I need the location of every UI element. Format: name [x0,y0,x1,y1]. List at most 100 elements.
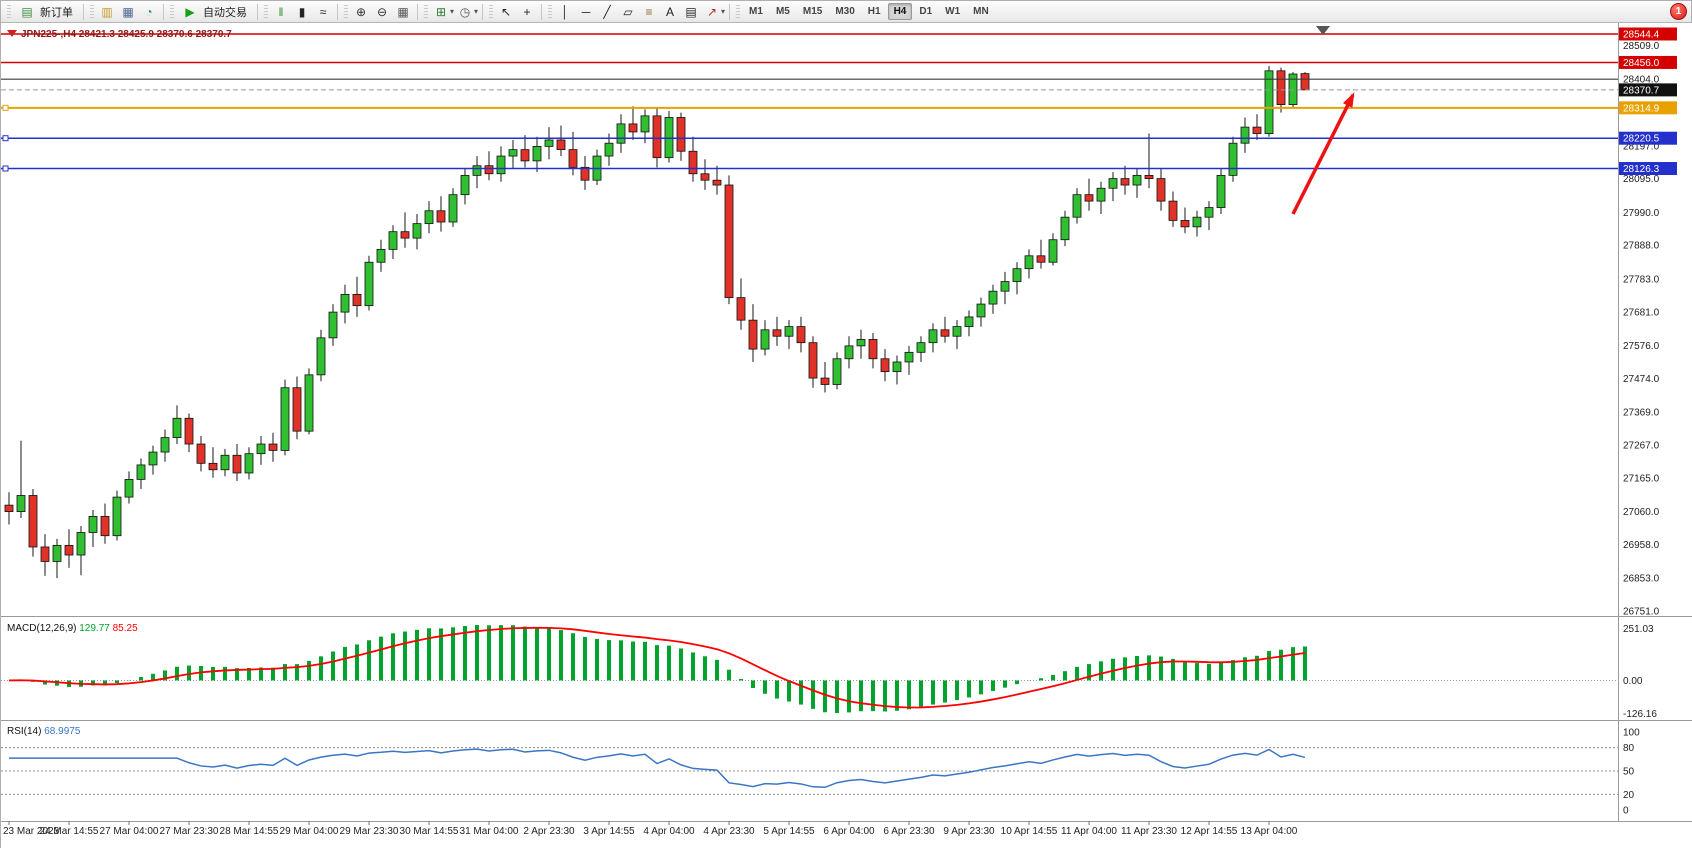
svg-text:27888.0: 27888.0 [1623,241,1660,252]
svg-text:27060.0: 27060.0 [1623,507,1660,518]
chart-info-line: JPN225-,H4 28421.3 28425.9 28370.6 28370… [7,26,1330,40]
rsi-label: RSI(14) 68.9975 [7,726,81,737]
svg-text:29 Mar 23:30: 29 Mar 23:30 [340,826,399,837]
bar-chart-icon[interactable]: ‖ [278,4,284,19]
timeframe-m1-button[interactable]: M1 [749,6,763,17]
vertical-line-icon[interactable]: │ [561,4,569,19]
svg-text:27 Mar 04:00: 27 Mar 04:00 [100,826,159,837]
timeframe-m30-button[interactable]: M30 [835,6,855,17]
toolbar-grip [736,4,741,19]
svg-text:28456.0: 28456.0 [1623,58,1660,69]
line-chart-icon[interactable]: ≈ [319,4,327,19]
svg-text:12 Apr 14:55: 12 Apr 14:55 [1181,826,1238,837]
svg-text:100: 100 [1623,728,1640,739]
price-axis[interactable]: 28509.0 28404.0 28197.0 28095.0 27990.0 27888… [1619,27,1677,618]
svg-text:11 Apr 23:30: 11 Apr 23:30 [1121,826,1177,837]
macd-panel: MACD(12,26,9) 129.77 85.25 [1,623,1618,713]
tile-windows-icon[interactable]: ▦ [397,4,409,19]
svg-text:27783.0: 27783.0 [1623,274,1660,285]
macd-axis[interactable]: 251.03 0.00 -126.16 [1623,624,1657,720]
label-icon[interactable]: ▤ [685,4,697,19]
toolbar-grip [7,4,11,19]
toolbar: ▤ 新订单 ▥ ▦ ◔ ▶ 自动交易 ‖ ▮ ≈ ⊕ ⊖ ▦ ⊞ ▾ ◷ ▾ ↖ + │ ─ ╱ ▱ ≡ A ▤ ↗ ▾ M1 M5 M15… [1,1,1691,23]
svg-text:13 Apr 04:00: 13 Apr 04:00 [1241,826,1298,837]
svg-text:20: 20 [1623,790,1635,801]
timeframe-d1-button[interactable]: D1 [919,6,933,17]
timeframe-m5-button[interactable]: M5 [775,6,790,17]
timeframe-h1-button[interactable]: H1 [867,6,881,17]
svg-text:0.00: 0.00 [1623,676,1643,687]
chart-canvas[interactable]: 28509.0 28404.0 28197.0 28095.0 27990.0 27888… [1,23,1692,849]
svg-text:28404.0: 28404.0 [1623,75,1660,86]
chart-shift-marker [1316,26,1330,35]
equidistant-channel-icon[interactable]: ▱ [623,4,633,19]
toolbar-separator [482,3,484,20]
chart-window[interactable]: 28509.0 28404.0 28197.0 28095.0 27990.0 27888… [1,23,1692,849]
fibonacci-icon[interactable]: ≡ [645,4,653,19]
toolbar-grip [548,4,553,19]
svg-text:6 Apr 04:00: 6 Apr 04:00 [823,826,875,837]
period-clock-icon-caret[interactable]: ▾ [474,7,479,16]
crosshair-icon[interactable]: + [523,4,531,19]
timeframe-h4-button[interactable]: H4 [887,3,913,20]
timeframe-mn-button[interactable]: MN [973,6,989,17]
print-icon[interactable]: ▦ [122,4,134,19]
svg-text:27 Mar 23:30: 27 Mar 23:30 [160,826,219,837]
candlestick-chart-icon[interactable]: ▮ [298,4,306,19]
arrow-annotation[interactable] [1291,92,1355,215]
indicators-icon[interactable]: ⊞ [435,4,447,19]
symbol-marker-icon [7,30,17,37]
arrows-icon-caret[interactable]: ▾ [721,7,726,16]
period-clock-icon[interactable]: ◷ [459,4,471,19]
horizontal-line-icon[interactable]: ─ [581,4,591,19]
svg-text:28544.4: 28544.4 [1623,30,1660,41]
arrows-icon[interactable]: ↗ [707,4,718,19]
toolbar-grip [424,4,428,19]
svg-text:30 Mar 14:55: 30 Mar 14:55 [400,826,459,837]
new-order-button[interactable]: ▤ 新订单 [14,0,79,24]
macd-label: MACD(12,26,9) 129.77 85.25 [7,623,138,634]
data-window-icon[interactable]: ◔ [145,4,153,19]
rsi-axis[interactable]: 100 80 50 20 0 [1623,728,1640,817]
zoom-in-icon[interactable]: ⊕ [355,4,367,19]
auto-trading-icon: ▶ [185,4,195,19]
zoom-out-icon[interactable]: ⊖ [376,4,388,19]
auto-trading-button[interactable]: ▶ 自动交易 [177,0,253,24]
svg-text:2 Apr 23:30: 2 Apr 23:30 [523,826,575,837]
svg-text:27267.0: 27267.0 [1623,440,1660,451]
toolbar-grip [264,4,268,19]
svg-text:28 Mar 14:55: 28 Mar 14:55 [220,826,279,837]
svg-text:27681.0: 27681.0 [1623,307,1660,318]
svg-text:28126.3: 28126.3 [1623,164,1660,175]
svg-text:27990.0: 27990.0 [1623,208,1660,219]
svg-text:26958.0: 26958.0 [1623,540,1660,551]
svg-text:80: 80 [1623,743,1635,754]
svg-text:5 Apr 14:55: 5 Apr 14:55 [763,826,815,837]
cursor-icon[interactable]: ↖ [501,4,512,19]
svg-text:50: 50 [1623,767,1635,778]
panel-frames [1,23,1692,822]
timeframe-w1-button[interactable]: W1 [945,6,961,17]
svg-text:26751.0: 26751.0 [1623,607,1660,618]
trendline-icon[interactable]: ╱ [603,4,611,19]
new-order-button-label: 新订单 [40,6,73,19]
svg-text:6 Apr 23:30: 6 Apr 23:30 [883,826,935,837]
svg-text:28095.0: 28095.0 [1623,174,1660,185]
profiles-icon[interactable]: ▥ [101,4,113,19]
timeframe-m15-button[interactable]: M15 [802,6,823,17]
text-icon[interactable]: A [666,4,675,19]
svg-text:28509.0: 28509.0 [1623,41,1660,52]
svg-text:23 Mar 2023: 23 Mar 2023 [3,826,60,837]
rsi-panel: RSI(14) 68.9975 [1,726,1618,795]
indicators-icon-caret[interactable]: ▾ [450,7,455,16]
svg-text:28197.0: 28197.0 [1623,141,1660,152]
alert-badge[interactable]: 1 [1670,3,1687,20]
svg-text:29 Mar 04:00: 29 Mar 04:00 [280,826,339,837]
svg-text:JPN225-,H4 28421.3 28425.9 283: JPN225-,H4 28421.3 28425.9 28370.6 28370… [21,29,232,40]
horizontal-line-objects[interactable] [1,33,1618,172]
new-order-icon: ▤ [21,4,33,19]
svg-text:24 Mar 14:55: 24 Mar 14:55 [40,826,99,837]
toolbar-separator [257,3,258,20]
auto-trading-button-label: 自动交易 [203,6,247,19]
